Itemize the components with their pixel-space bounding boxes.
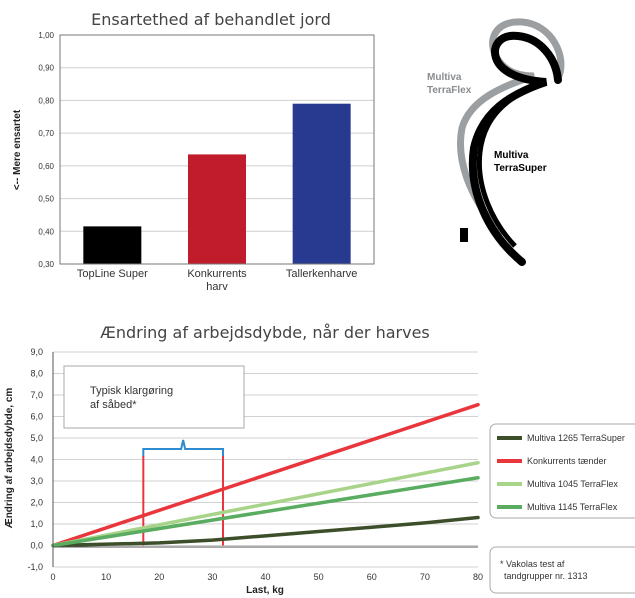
bar-plot-frame xyxy=(59,34,375,265)
bar-chart-title: Ensartethed af behandlet jord xyxy=(91,10,331,29)
tine-profile-diagram: Multiva TerraFlex Multiva TerraSuper xyxy=(427,18,565,266)
bar-y-tick-label: 0,80 xyxy=(38,96,54,105)
legend-label: Multiva 1045 TerraFlex xyxy=(527,479,618,489)
bar-y-tick-label: 0,50 xyxy=(38,195,54,204)
line-y-tick-label: 3,0 xyxy=(30,476,43,486)
seedbed-annotation-line1: Typisk klargøring xyxy=(90,385,173,397)
series-line xyxy=(51,476,480,548)
line-chart: Ændring af arbejdsdybde, når der harves … xyxy=(4,323,635,596)
line-legend-items: Multiva 1265 TerraSuper Konkurrents tænde… xyxy=(497,433,625,512)
line-legend: Multiva 1265 TerraSuper Konkurrents tænde… xyxy=(489,423,635,519)
bar-category-label: Tallerkenharve xyxy=(286,268,358,280)
line-legend-box xyxy=(489,423,635,519)
bar-y-tick-label: 0,30 xyxy=(38,260,54,269)
line-y-tick-label: 7,0 xyxy=(30,390,43,400)
line-x-tick-label: 60 xyxy=(367,572,377,582)
terraflex-label-line2: TerraFlex xyxy=(427,85,472,96)
bar-y-tick-label: 0,90 xyxy=(38,64,54,73)
series-line xyxy=(51,460,480,548)
line-x-tick-label: 50 xyxy=(314,572,324,582)
line-x-axis-label: Last, kg xyxy=(246,585,284,596)
line-x-tick-label: 20 xyxy=(154,572,164,582)
bar-y-tick-label: 0,60 xyxy=(38,162,54,171)
series-line xyxy=(51,515,480,548)
legend-label: Multiva 1265 TerraSuper xyxy=(527,433,625,443)
line-x-tick-label: 40 xyxy=(260,572,270,582)
line-y-tick-label: 4,0 xyxy=(30,455,43,465)
terrasuper-profile-shape xyxy=(468,31,562,266)
legend-label: Konkurrents tænder xyxy=(527,456,607,466)
line-y-tick-label: 6,0 xyxy=(30,412,43,422)
line-x-tick-label: 80 xyxy=(473,572,483,582)
footnote-line1: * Vakolas test af xyxy=(500,559,565,569)
bar-y-tick-label: 0,70 xyxy=(38,129,54,138)
bar-y-tick-label: 0,40 xyxy=(38,227,54,236)
bar xyxy=(83,226,142,264)
series-line xyxy=(51,402,480,548)
bar-y-axis-label: <-- Mere ensartet xyxy=(12,109,23,190)
footnote-line2: tandgrupper nr. 1313 xyxy=(504,571,588,581)
terrasuper-profile-edge xyxy=(476,81,541,248)
terraflex-label-line1: Multiva xyxy=(427,72,462,83)
line-y-tick-label: 5,0 xyxy=(30,433,43,443)
terrasuper-label-line2: TerraSuper xyxy=(494,163,547,174)
line-y-tick-label: 0,0 xyxy=(30,541,43,551)
seedbed-range-brace xyxy=(142,439,224,457)
seedbed-annotation: Typisk klargøring af såbed* xyxy=(63,365,245,546)
line-y-tick-label: 1,0 xyxy=(30,519,43,529)
line-y-tick-label: 8,0 xyxy=(30,369,43,379)
bar-chart: Ensartethed af behandlet jord 0,300,400,… xyxy=(12,10,375,293)
line-x-tick-labels: 0 10 20 30 40 50 60 70 80 xyxy=(50,572,483,582)
bar-category-label: TopLine Super xyxy=(77,268,148,280)
line-series xyxy=(51,402,480,548)
footnote: * Vakolas test af tandgrupper nr. 1313 xyxy=(489,546,635,594)
line-x-tick-label: 70 xyxy=(420,572,430,582)
line-x-tick-label: 30 xyxy=(207,572,217,582)
footnote-box xyxy=(489,546,635,594)
line-y-tick-label: 9,0 xyxy=(30,347,43,357)
bar-category-label-line2: harv xyxy=(206,281,228,293)
legend-label: Multiva 1145 TerraFlex xyxy=(527,502,618,512)
line-y-tick-label: 2,0 xyxy=(30,498,43,508)
bar xyxy=(292,103,351,264)
profile-cut-mark xyxy=(460,228,468,242)
seedbed-annotation-box xyxy=(63,365,245,429)
line-y-tick-label: -1,0 xyxy=(27,562,43,572)
terrasuper-label-line1: Multiva xyxy=(494,150,529,161)
line-x-tick-label: 10 xyxy=(101,572,111,582)
bar-series xyxy=(83,103,351,264)
bar-category-label: Konkurrents xyxy=(187,268,247,280)
bar xyxy=(188,154,246,264)
line-y-tick-labels: -1,0 0,0 1,0 2,0 3,0 4,0 5,0 6,0 7,0 8,0 9,0 xyxy=(27,347,43,572)
line-chart-title: Ændring af arbejdsdybde, når der harves xyxy=(100,323,430,342)
line-y-axis-label: Ændring af arbejdsdybde, cm xyxy=(4,388,15,529)
line-x-tick-label: 0 xyxy=(50,572,55,582)
seedbed-annotation-line2: af såbed* xyxy=(90,399,137,411)
bar-y-tick-label: 1,00 xyxy=(38,31,54,40)
bar-y-tick-labels: 0,30 0,40 0,50 0,60 0,70 0,80 0,90 1,00 xyxy=(38,31,54,269)
